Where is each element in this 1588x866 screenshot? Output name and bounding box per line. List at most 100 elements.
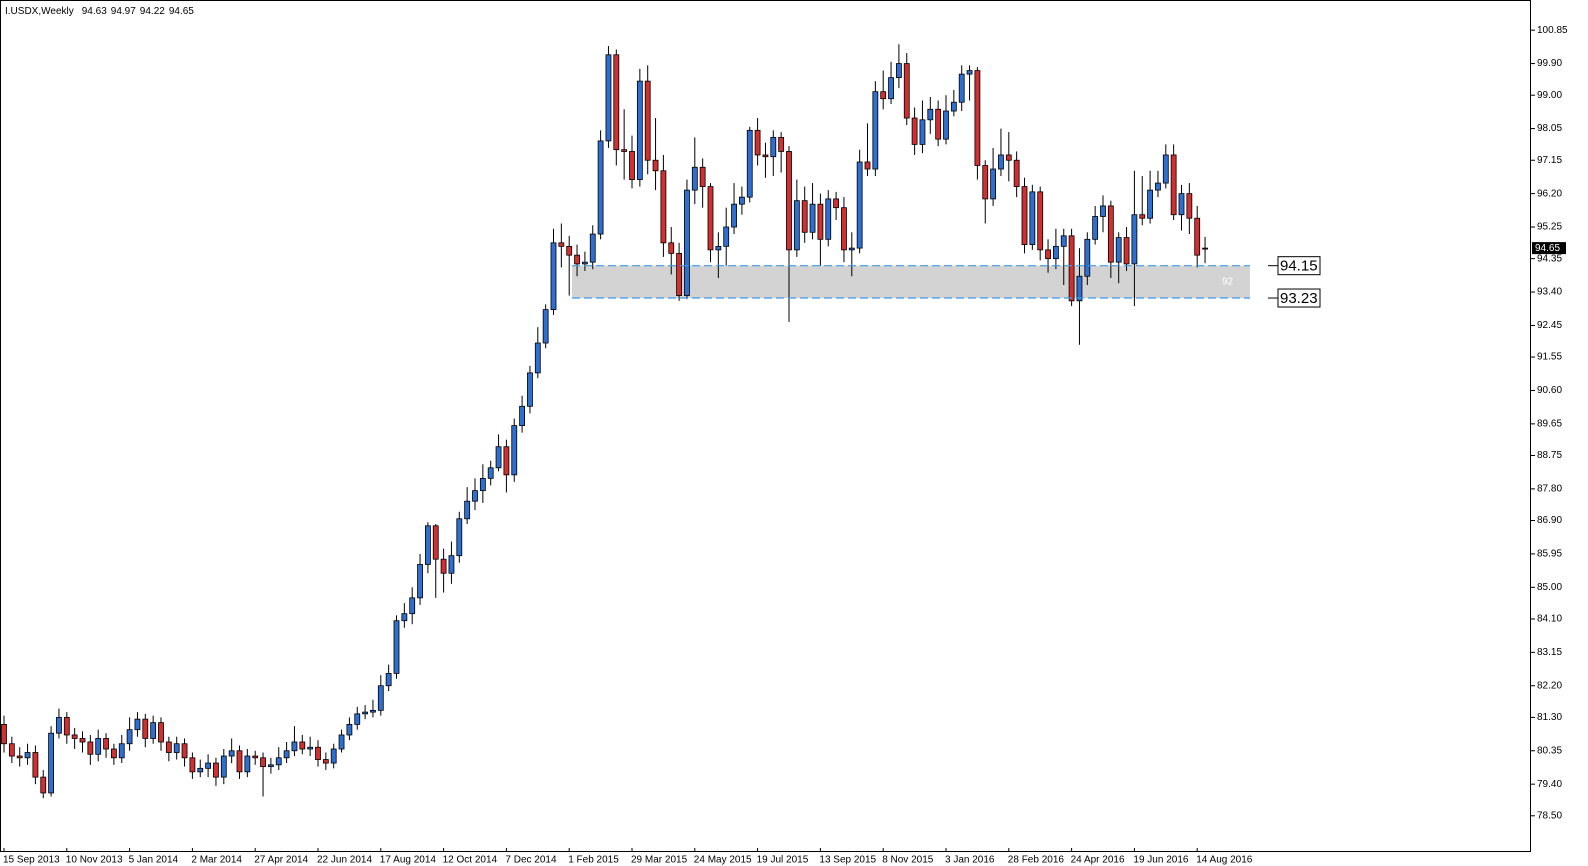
x-tick-label: 29 Mar 2015 xyxy=(631,855,688,866)
x-tick-label: 15 Sep 2013 xyxy=(3,855,60,866)
candle-body xyxy=(723,226,730,247)
y-tick-label: 88.75 xyxy=(1537,450,1562,461)
candle-body xyxy=(1131,214,1138,265)
candle-body xyxy=(613,54,620,151)
candle-body xyxy=(825,198,832,240)
y-tick-label: 84.10 xyxy=(1537,614,1562,625)
x-tick-label: 17 Aug 2014 xyxy=(380,855,437,866)
price-marker xyxy=(1532,242,1566,255)
candle-body xyxy=(1053,245,1059,260)
x-tick-label: 1 Feb 2015 xyxy=(568,855,619,866)
candle-body xyxy=(801,200,808,233)
candle-body xyxy=(864,161,871,170)
candle-body xyxy=(1170,154,1177,216)
candle-body xyxy=(629,151,635,180)
candle-body xyxy=(260,757,266,767)
candle-body xyxy=(762,154,769,158)
candle-body xyxy=(1021,186,1028,245)
candle-body xyxy=(1037,191,1044,251)
level-box xyxy=(1277,256,1321,276)
candle-body xyxy=(1186,193,1193,219)
candle-body xyxy=(1115,237,1122,263)
candle-body xyxy=(111,748,117,759)
candle-body xyxy=(503,446,510,476)
chart-header: I.USDX,Weekly 94.63 94.97 94.22 94.65 xyxy=(5,6,194,17)
candle-body xyxy=(40,776,47,794)
candle-body xyxy=(1068,235,1075,302)
level-label: 93.23 xyxy=(1280,290,1318,307)
candle-body xyxy=(275,757,282,766)
x-tick-label: 12 Oct 2014 xyxy=(443,855,498,866)
candle-body xyxy=(668,242,675,254)
plot-frame xyxy=(0,0,1531,852)
candle-body xyxy=(652,159,659,172)
candle-body xyxy=(636,80,643,180)
candle-body xyxy=(472,490,478,502)
candle-body xyxy=(982,165,989,200)
candle-body xyxy=(424,525,431,565)
candle-body xyxy=(911,117,918,145)
candle-body xyxy=(377,685,384,711)
candle-body xyxy=(267,764,274,767)
y-tick-label: 81.30 xyxy=(1537,712,1562,723)
y-tick-label: 79.40 xyxy=(1537,779,1562,790)
price-marker-label: 94.65 xyxy=(1535,243,1560,254)
y-tick-label: 87.80 xyxy=(1537,484,1562,495)
y-tick-label: 95.25 xyxy=(1537,222,1562,233)
candle-body xyxy=(715,245,722,251)
candle-body xyxy=(746,129,753,198)
candle-body xyxy=(126,729,133,745)
candle-body xyxy=(817,203,824,240)
candle-body xyxy=(1155,182,1161,191)
candle-body xyxy=(48,732,54,794)
candle-body xyxy=(346,724,353,736)
x-tick-label: 24 May 2015 xyxy=(694,855,752,866)
candle-body xyxy=(903,63,910,119)
x-tick-label: 10 Nov 2013 xyxy=(66,855,123,866)
x-tick-label: 2 Mar 2014 xyxy=(191,855,242,866)
y-tick-label: 85.95 xyxy=(1537,549,1562,560)
candle-body xyxy=(542,309,549,344)
candle-body xyxy=(1107,205,1114,263)
y-tick-label: 93.40 xyxy=(1537,287,1562,298)
candle-body xyxy=(362,711,369,715)
candle-body xyxy=(848,247,855,251)
candle-body xyxy=(699,166,706,187)
x-tick-label: 5 Jan 2014 xyxy=(129,855,179,866)
candle-body xyxy=(519,405,525,427)
candle-body xyxy=(487,467,494,479)
candle-body xyxy=(754,129,761,156)
y-tick-label: 97.15 xyxy=(1537,155,1562,166)
candle-body xyxy=(1084,238,1091,277)
x-tick-label: 24 Apr 2016 xyxy=(1071,855,1125,866)
y-tick-label: 86.90 xyxy=(1537,515,1562,526)
candle-body xyxy=(1100,205,1106,217)
candle-body xyxy=(1013,159,1020,187)
candle-body xyxy=(809,203,816,233)
y-tick-label: 82.20 xyxy=(1537,680,1562,691)
candle-body xyxy=(739,196,745,205)
x-tick-label: 28 Feb 2016 xyxy=(1008,855,1065,866)
candle-body xyxy=(197,767,204,773)
candle-body xyxy=(1060,235,1067,247)
candle-body xyxy=(150,722,157,739)
candle-body xyxy=(786,151,792,251)
candle-body xyxy=(205,762,212,769)
y-tick-label: 91.55 xyxy=(1537,352,1562,363)
candle-body xyxy=(880,91,887,100)
candle-body xyxy=(354,713,361,725)
candle-body xyxy=(16,755,23,759)
candle-body xyxy=(966,70,973,75)
candle-body xyxy=(1092,216,1099,240)
candle-body xyxy=(684,189,690,296)
y-tick-label: 83.15 xyxy=(1537,647,1562,658)
zone xyxy=(572,265,1250,299)
header-close: 94.65 xyxy=(169,6,194,17)
candle-body xyxy=(550,242,557,311)
candle-body xyxy=(393,620,400,674)
candle-body xyxy=(189,757,196,773)
candle-body xyxy=(315,746,321,760)
candle-body xyxy=(527,372,533,407)
header-open: 94.63 xyxy=(82,6,107,17)
